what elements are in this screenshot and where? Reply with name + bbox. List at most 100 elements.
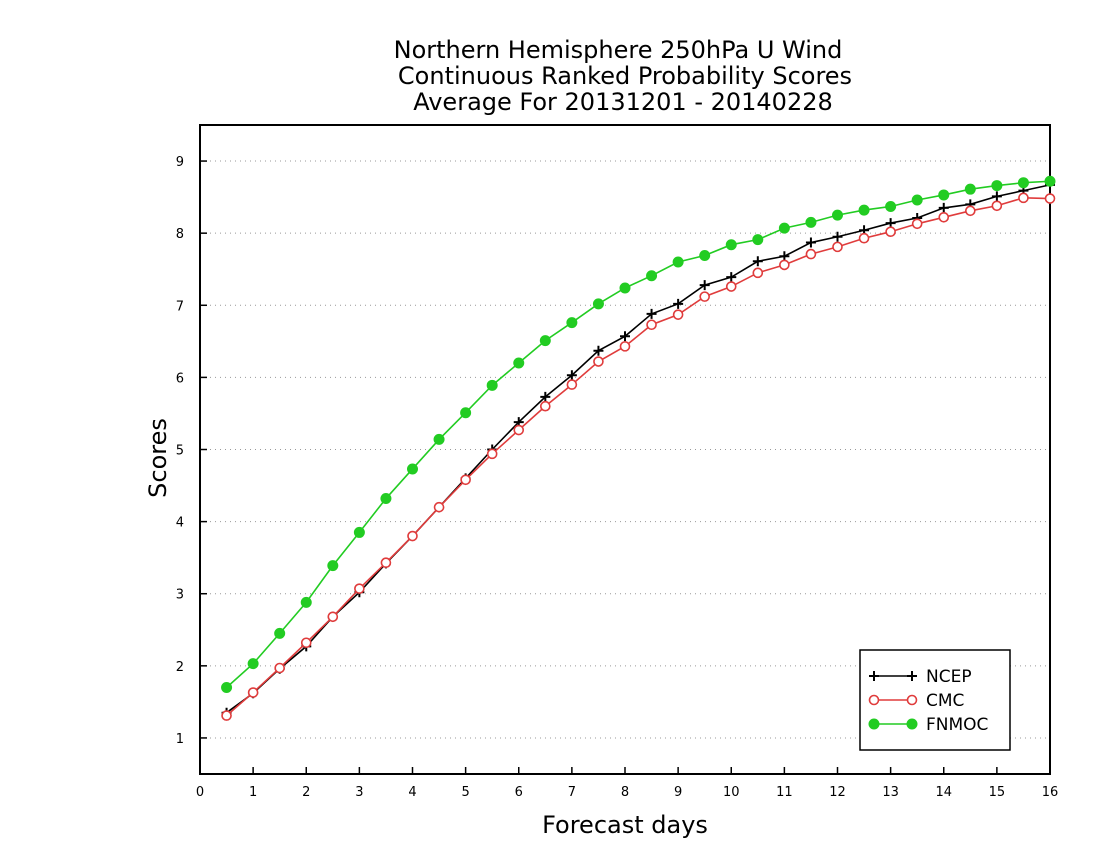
series-fnmoc xyxy=(221,175,1056,693)
y-axis-label: Scores xyxy=(144,418,172,498)
y-tick-label-7: 7 xyxy=(176,299,184,314)
point-fnmoc-5 xyxy=(353,526,365,538)
legend-marker-end-cmc xyxy=(906,694,918,706)
point-fnmoc-8 xyxy=(433,433,445,445)
point-cmc-7 xyxy=(407,530,418,542)
x-tick-label-12: 12 xyxy=(829,785,846,800)
point-fnmoc-4 xyxy=(327,560,339,572)
point-cmc-31 xyxy=(1044,193,1056,204)
series-line-cmc xyxy=(226,197,1051,717)
point-cmc-28 xyxy=(965,205,976,217)
y-tick-label-6: 6 xyxy=(176,371,184,386)
point-fnmoc-15 xyxy=(619,282,631,294)
legend-marker-start-cmc xyxy=(868,694,880,706)
point-fnmoc-24 xyxy=(858,204,870,216)
point-fnmoc-1 xyxy=(247,658,259,670)
point-ncep-14 xyxy=(593,345,604,356)
x-tick-label-4: 4 xyxy=(408,785,416,800)
point-ncep-16 xyxy=(646,308,657,319)
point-ncep-19 xyxy=(726,272,737,283)
point-ncep-22 xyxy=(805,237,816,248)
x-tick-label-7: 7 xyxy=(568,785,576,800)
series-line-fnmoc xyxy=(226,180,1051,689)
point-fnmoc-31 xyxy=(1044,175,1056,187)
y-tick-label-8: 8 xyxy=(176,227,184,242)
point-fnmoc-6 xyxy=(380,493,392,505)
point-cmc-2 xyxy=(274,662,285,674)
point-cmc-1 xyxy=(247,687,259,698)
point-fnmoc-11 xyxy=(513,357,525,369)
y-tick-label-9: 9 xyxy=(176,155,184,170)
point-cmc-21 xyxy=(779,259,790,271)
x-tick-label-8: 8 xyxy=(621,785,629,800)
point-fnmoc-21 xyxy=(778,222,790,234)
title-line-2: Continuous Ranked Probability Scores xyxy=(398,62,852,90)
point-cmc-18 xyxy=(699,291,710,302)
point-fnmoc-20 xyxy=(752,234,764,246)
legend-marker-start-ncep xyxy=(869,671,879,681)
point-cmc-19 xyxy=(725,281,737,292)
point-ncep-21 xyxy=(779,251,790,262)
x-tick-label-2: 2 xyxy=(302,785,310,800)
point-ncep-18 xyxy=(699,280,710,291)
point-cmc-24 xyxy=(858,232,870,244)
x-tick-label-14: 14 xyxy=(935,785,952,800)
point-ncep-23 xyxy=(832,231,843,242)
point-cmc-15 xyxy=(619,341,631,352)
point-fnmoc-18 xyxy=(699,250,711,262)
x-tick-label-9: 9 xyxy=(674,785,682,800)
point-cmc-27 xyxy=(938,212,950,223)
point-ncep-13 xyxy=(566,370,577,381)
legend-marker-end-fnmoc xyxy=(906,718,918,730)
point-fnmoc-9 xyxy=(460,407,472,419)
point-cmc-6 xyxy=(380,557,392,569)
point-fnmoc-13 xyxy=(566,317,578,329)
y-tick-label-1: 1 xyxy=(176,732,184,747)
x-tick-label-3: 3 xyxy=(355,785,363,800)
point-cmc-3 xyxy=(300,637,312,649)
point-fnmoc-17 xyxy=(672,256,684,268)
point-cmc-10 xyxy=(486,448,498,460)
point-fnmoc-30 xyxy=(1017,177,1029,189)
point-cmc-17 xyxy=(672,309,684,320)
title-line-3: Average For 20131201 - 20140228 xyxy=(413,88,833,116)
y-tick-label-2: 2 xyxy=(176,660,184,675)
x-tick-label-13: 13 xyxy=(882,785,899,800)
point-cmc-8 xyxy=(433,501,445,513)
y-tick-label-4: 4 xyxy=(176,516,184,531)
point-fnmoc-26 xyxy=(911,194,923,206)
x-tick-label-1: 1 xyxy=(249,785,257,800)
point-cmc-14 xyxy=(593,356,604,367)
y-tick-label-5: 5 xyxy=(176,444,184,459)
series-line-ncep xyxy=(226,184,1051,714)
point-cmc-26 xyxy=(911,218,923,230)
point-ncep-27 xyxy=(938,202,949,213)
point-cmc-12 xyxy=(540,400,551,412)
chart-title: Northern Hemisphere 250hPa U Wind Contin… xyxy=(394,36,852,116)
x-axis-label: Forecast days xyxy=(542,811,708,839)
point-cmc-4 xyxy=(327,611,339,623)
point-fnmoc-25 xyxy=(885,200,897,212)
x-tick-label-5: 5 xyxy=(461,785,469,800)
x-tick-label-6: 6 xyxy=(515,785,523,800)
point-ncep-29 xyxy=(991,191,1002,202)
point-ncep-15 xyxy=(620,331,630,342)
legend-label-cmc: CMC xyxy=(926,691,964,711)
legend-label-fnmoc: FNMOC xyxy=(926,715,988,735)
point-cmc-13 xyxy=(566,379,578,390)
point-cmc-11 xyxy=(513,424,525,436)
grid xyxy=(200,160,1050,739)
point-fnmoc-10 xyxy=(486,379,498,391)
point-fnmoc-0 xyxy=(221,681,233,693)
point-fnmoc-7 xyxy=(407,463,418,475)
series-cmc xyxy=(221,192,1056,721)
title-line-1: Northern Hemisphere 250hPa U Wind xyxy=(394,36,843,64)
y-tick-label-3: 3 xyxy=(176,588,184,603)
point-fnmoc-29 xyxy=(991,180,1003,192)
point-fnmoc-28 xyxy=(964,183,976,195)
point-fnmoc-22 xyxy=(805,216,817,228)
point-ncep-25 xyxy=(885,218,896,229)
x-tick-label-11: 11 xyxy=(776,785,793,800)
point-cmc-22 xyxy=(805,248,817,260)
legend-marker-start-fnmoc xyxy=(868,718,880,730)
